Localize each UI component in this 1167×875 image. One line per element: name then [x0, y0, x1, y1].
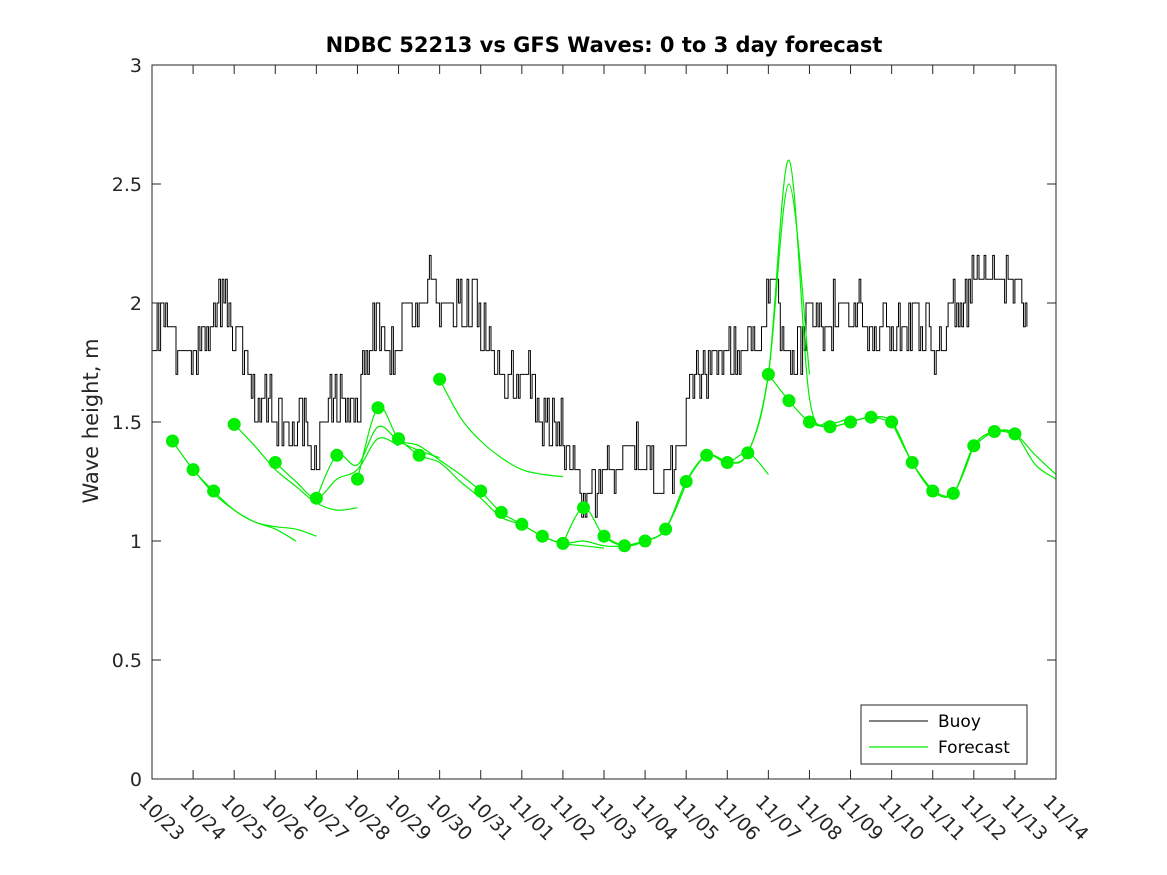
forecast-marker	[618, 539, 631, 553]
forecast-marker	[946, 486, 960, 500]
y-tick-label: 3	[130, 55, 142, 77]
forecast-marker	[967, 439, 981, 453]
forecast-marker	[577, 501, 590, 515]
forecast-marker	[885, 415, 899, 429]
forecast-run-line-4	[274, 437, 399, 499]
forecast-marker	[987, 425, 1001, 438]
forecast-marker	[392, 432, 405, 446]
forecast-marker	[309, 491, 323, 505]
y-axis-label: Wave height, m	[79, 338, 103, 503]
forecast-marker	[351, 472, 364, 486]
y-tick-label: 2	[130, 293, 142, 315]
forecast-marker	[864, 410, 878, 424]
plot-area: 00.511.522.5310/2310/2410/2510/2610/2710…	[112, 55, 1093, 845]
forecast-marker	[474, 484, 488, 498]
y-tick-label: 0	[130, 769, 142, 791]
forecast-marker	[330, 448, 344, 462]
forecast-marker	[597, 529, 611, 543]
forecast-run-line-8	[439, 378, 563, 478]
forecast-marker	[905, 456, 919, 469]
forecast-marker	[166, 434, 179, 448]
y-tick-label: 1	[130, 531, 142, 553]
forecast-marker	[515, 517, 529, 531]
chart-title: NDBC 52213 vs GFS Waves: 0 to 3 day fore…	[326, 33, 883, 57]
forecast-marker	[720, 456, 734, 469]
forecast-marker	[227, 417, 241, 431]
forecast-marker	[412, 448, 426, 462]
forecast-marker	[638, 534, 652, 548]
forecast-marker	[207, 484, 221, 498]
forecast-marker	[741, 446, 755, 460]
y-tick-label: 1.5	[112, 412, 142, 434]
legend: Buoy Forecast	[860, 704, 1028, 765]
forecast-marker	[268, 456, 282, 469]
forecast-marker	[556, 536, 570, 550]
forecast-marker	[535, 529, 549, 543]
forecast-run-line-3	[233, 423, 358, 511]
legend-box	[860, 704, 1028, 765]
forecast-marker	[679, 475, 693, 488]
forecast-marker	[803, 415, 816, 429]
forecast-marker	[371, 401, 385, 415]
forecast-marker	[1008, 427, 1022, 441]
forecast-marker	[844, 415, 857, 429]
legend-buoy-label: Buoy	[938, 712, 981, 732]
y-tick-label: 0.5	[112, 650, 142, 672]
y-tick-label: 2.5	[112, 174, 142, 196]
forecast-marker	[494, 505, 508, 519]
forecast-marker	[186, 463, 200, 477]
forecast-marker	[926, 484, 940, 498]
forecast-marker	[782, 394, 796, 408]
forecast-marker	[433, 372, 447, 386]
forecast-marker	[823, 420, 837, 434]
forecast-marker	[700, 448, 714, 462]
legend-forecast-label: Forecast	[938, 738, 1010, 758]
forecast-marker	[659, 522, 673, 536]
forecast-marker	[761, 367, 775, 381]
